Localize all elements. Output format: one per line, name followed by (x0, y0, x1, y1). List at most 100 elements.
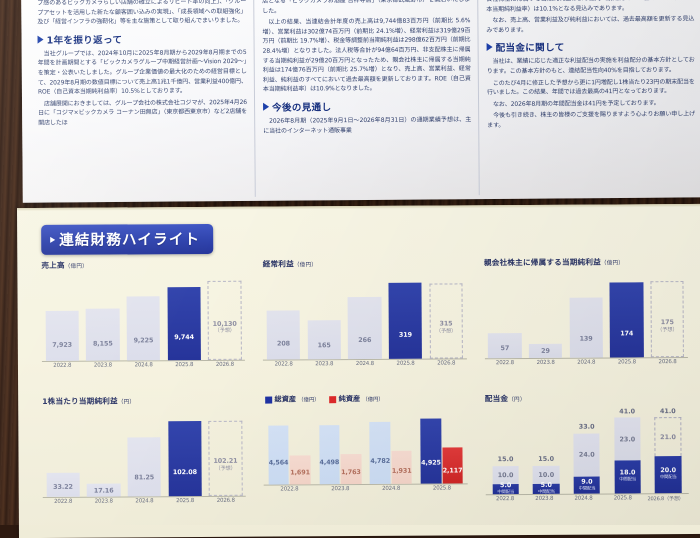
forecast-note: （予想） (215, 465, 236, 472)
bar-value-label: 57 (500, 343, 510, 352)
chart-unit: （円） (117, 399, 136, 406)
bar-slot: 41.0 23.0 18.0 中間配当 (609, 407, 645, 494)
bar-slot: 7,923 (45, 275, 80, 361)
chart-title-text: 親会社株主に帰属する当期純利益 (483, 257, 601, 268)
forecast-note: （予想） (657, 326, 678, 333)
bar-slot: 15.0 10.0 5.0 中間配当 (528, 408, 564, 496)
bar-value-label: 102.08 (172, 468, 197, 477)
segment-interim-highlighted: 18.0 中間配当 (614, 460, 641, 494)
x-tick: 2023.8 (536, 359, 555, 366)
forecast-note: （予想） (435, 328, 457, 335)
section-title: 今後の見通し (272, 102, 332, 114)
triangle-right-icon (486, 43, 493, 52)
stacked-bar: 24.0 9.0 中間配当 (573, 433, 601, 494)
forecast-note: （予想） (214, 328, 235, 335)
x-axis: 2022.8 2023.8 2024.8 2025.8 2026.8 (43, 498, 246, 505)
bar-value-label: 208 (276, 339, 291, 348)
x-tick: 2023.8 (93, 362, 112, 369)
legend-unit: （億円） (298, 397, 320, 404)
bar-highlighted: 174 (609, 282, 644, 358)
paragraph: 会社株主に帰属する当期純利益は175億円（前期比 0.1%増）、ROE（自己資本… (486, 0, 694, 13)
chart-unit: （億円） (64, 263, 88, 270)
bar-series: 33.22 17.16 81.25 102.08 102.21 （予想） (42, 410, 246, 497)
triangle-right-icon (263, 102, 270, 111)
bar-value-label: 4,498 (319, 458, 340, 467)
plot-area: 15.0 10.0 5.0 中間配当 15.0 10.0 (484, 406, 689, 496)
bar-slot: 139 (569, 272, 603, 358)
bar-value-label: 174 (620, 329, 634, 338)
bar: 29 (528, 344, 563, 358)
plot-area: 57 29 139 174 175 （予想） (484, 271, 688, 360)
banner-title: 連結財務ハイライト (59, 231, 201, 249)
bar-slot: 165 (307, 273, 342, 360)
bar-slot: 9,225 (126, 274, 161, 361)
segment-caption: 中間配当 (537, 490, 555, 496)
x-tick: 2025.8 (432, 485, 451, 492)
chart-title: 親会社株主に帰属する当期純利益（億円） (484, 256, 687, 268)
bar-value-label: 10,130 （予想） (209, 320, 241, 336)
legend-unit: （億円） (362, 396, 384, 404)
chart-ordinary-income: 経常利益（億円） 208 165 266 319 315 （予想） 2022.8 … (253, 253, 475, 390)
bar-value-label: 102.21 （予想） (210, 457, 242, 473)
bar: 81.25 (127, 436, 162, 497)
segment-year-end: 23.0 (614, 417, 641, 461)
x-tick: 2022.8 (496, 496, 515, 503)
paragraph: 以上の結果、当連結会計年度の売上高は9,744億83百万円（前期比 5.6%増）… (262, 17, 471, 94)
bar-total-label: 41.0 (659, 406, 676, 415)
stacked-bar: 23.0 18.0 中間配当 (614, 417, 641, 494)
segment-caption: 中間配当 (659, 475, 677, 481)
paragraph: 店舗展開におきましては、グループ会社の株式会社コジマが、2025年4月26日に「… (38, 98, 248, 127)
section-title: 1年を振り返って (46, 34, 123, 47)
bar-group: 4,564 1,691 (268, 408, 311, 485)
plot-area: 4,564 1,691 4,498 1,763 4,782 1,931 4,92… (263, 407, 468, 486)
x-tick: 2023.8 (94, 498, 113, 505)
bar-slot: 174 (609, 271, 644, 358)
bar-value-label: 1,931 (391, 466, 412, 475)
section-heading-dividend: 配当金に関して (486, 39, 694, 55)
section-heading-review: 1年を振り返って (37, 31, 246, 47)
segment-value-label: 9.0 (581, 477, 593, 486)
segment-value-label: 5.0 (540, 481, 553, 490)
bar-net-assets: 1,691 (289, 455, 311, 485)
bar-value-label: 165 (317, 341, 331, 350)
section-banner: 連結財務ハイライト (41, 223, 214, 255)
x-tick: 2023.8 (535, 495, 554, 502)
legend-label: 純資産 (338, 394, 361, 404)
chart-title: 売上高（億円） (41, 259, 244, 271)
x-tick: 2024.8 (355, 360, 374, 368)
bar-slot: 208 (266, 273, 301, 360)
paragraph: プ感のあるビックカメラらしい店舗の確立によるリピート率の向上」、「グループアセッ… (37, 0, 247, 26)
x-tick: 2024.8 (574, 495, 593, 502)
bar-value-label: 29 (541, 347, 550, 356)
bar-highlighted: 102.08 (167, 421, 202, 497)
bar-value-label: 33.22 (53, 482, 73, 491)
bar: 165 (307, 320, 342, 360)
paragraph: なお、売上高、営業利益及び純利益においては、過去最高額を更新する見込みであります… (486, 15, 695, 34)
bar: 139 (569, 297, 603, 358)
text-column-1: プ感のあるビックカメラらしい店舗の確立によるリピート率の向上」、「グループアセッ… (29, 0, 255, 199)
charts-grid: 売上高（億円） 7,923 8,155 9,225 9,744 10,130 （予… (31, 252, 697, 528)
bar-series: 15.0 10.0 5.0 中間配当 15.0 10.0 (485, 406, 689, 496)
x-tick: 2024.8 (577, 359, 596, 366)
legend-item-total-assets: 総資産 （億円） (265, 394, 320, 404)
x-tick: 2022.8 (274, 361, 293, 368)
segment-caption: 中間配当 (578, 486, 596, 492)
chart-title-text: 経常利益 (262, 259, 294, 269)
x-tick: 2025.8 (617, 359, 636, 366)
bar-highlighted: 319 (388, 282, 423, 359)
bar: 33.22 (46, 472, 80, 497)
bar-highlighted: 9,744 (166, 286, 201, 361)
bar-total-assets: 4,782 (369, 421, 391, 484)
segment-value-label: 10.0 (497, 471, 514, 480)
chart-assets: 総資産 （億円） 純資産 （億円） 4,564 1,691 4,498 1,763 (253, 389, 475, 526)
text-column-3: 会社株主に帰属する当期純利益は175億円（前期比 0.1%増）、ROE（自己資本… (477, 0, 700, 196)
plot-area: 7,923 8,155 9,225 9,744 10,130 （予想） (41, 273, 246, 362)
bar-forecast: 315 （予想） (428, 283, 463, 359)
paragraph: 当社グループでは、2024年10月に2025年8月期から2029年8月期までの5… (37, 48, 247, 96)
chart-unit: （億円） (600, 260, 625, 267)
triangle-right-icon (50, 236, 56, 243)
bar-group: 4,498 1,763 (318, 408, 362, 485)
stacked-bar: 10.0 5.0 中間配当 (492, 465, 519, 495)
bar-slot: 8,155 (85, 274, 120, 361)
bar-series: 208 165 266 319 315 （予想） (263, 272, 467, 360)
